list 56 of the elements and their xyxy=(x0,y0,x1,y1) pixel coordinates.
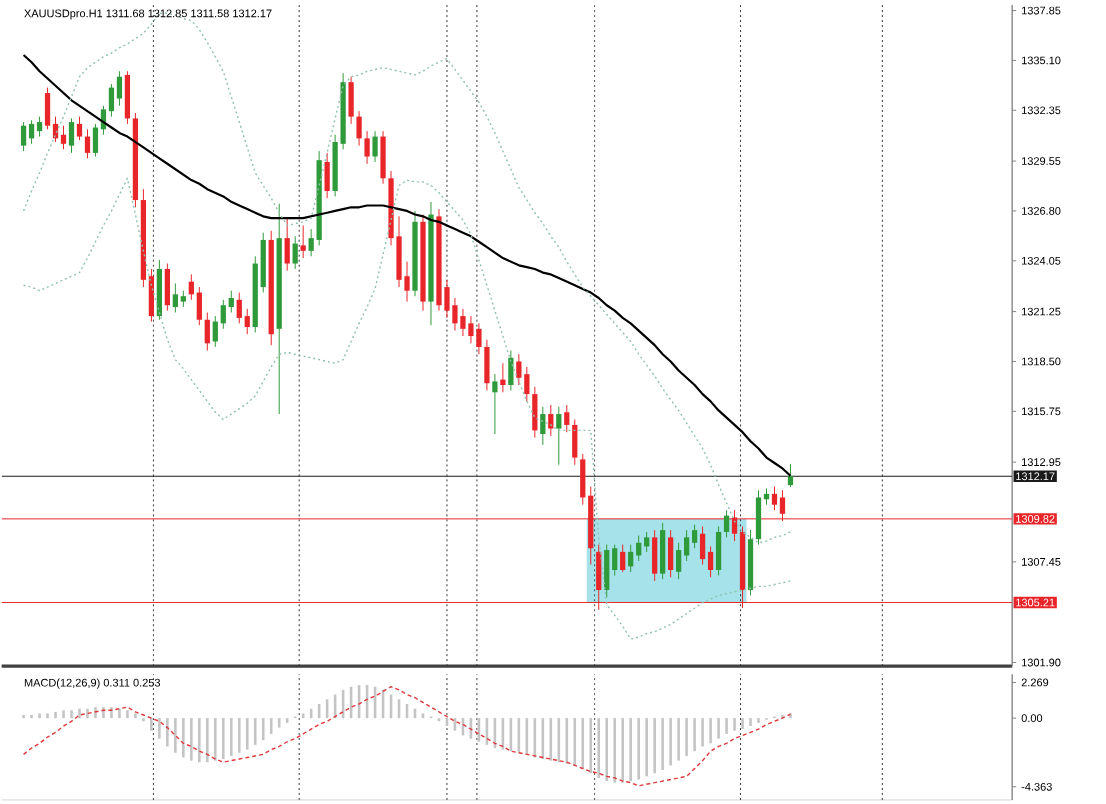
candlestick xyxy=(164,263,170,312)
candlestick xyxy=(356,110,362,147)
candlestick xyxy=(556,406,562,466)
candlestick xyxy=(380,130,386,185)
candlestick xyxy=(460,308,466,337)
candlestick xyxy=(20,121,27,152)
candlestick xyxy=(508,350,514,391)
candlestick xyxy=(500,362,506,393)
candlestick xyxy=(660,522,666,580)
candlestick xyxy=(668,529,674,578)
candlestick xyxy=(604,544,610,598)
candlestick xyxy=(364,130,370,165)
candlestick xyxy=(715,526,722,576)
candlestick xyxy=(675,542,682,580)
candlestick xyxy=(36,116,43,138)
candlestick xyxy=(771,486,778,511)
candlestick xyxy=(492,373,498,435)
candlestick xyxy=(324,152,330,199)
candlestick xyxy=(652,529,658,582)
candlestick xyxy=(172,283,178,314)
candlestick xyxy=(28,119,35,145)
candlestick xyxy=(292,235,298,270)
candlestick xyxy=(204,312,210,352)
candlestick xyxy=(244,308,250,335)
candlestick xyxy=(300,224,306,259)
candlestick xyxy=(564,404,570,433)
candlestick xyxy=(620,544,626,573)
candlestick xyxy=(644,531,650,553)
candlestick xyxy=(699,526,706,566)
candlestick xyxy=(348,76,354,125)
candlestick xyxy=(44,87,51,130)
candlestick xyxy=(516,353,522,386)
candlestick xyxy=(484,339,490,391)
candlestick xyxy=(548,404,554,437)
candlestick xyxy=(755,489,762,546)
candlestick xyxy=(540,406,546,446)
candlestick xyxy=(532,386,538,439)
candlestick xyxy=(116,70,123,107)
candlestick xyxy=(84,128,91,159)
candlestick xyxy=(372,130,378,163)
candlestick xyxy=(628,544,634,573)
candlestick xyxy=(156,259,163,321)
candlestick xyxy=(572,419,578,466)
candlestick xyxy=(723,509,730,538)
candlestick xyxy=(68,117,75,154)
candlestick xyxy=(76,116,83,141)
candlestick xyxy=(196,286,202,326)
candlestick xyxy=(468,315,474,344)
candlestick xyxy=(124,70,131,125)
candlestick xyxy=(60,125,67,150)
candlestick xyxy=(787,463,794,488)
candlestick xyxy=(236,292,242,324)
candlestick xyxy=(524,366,530,402)
candlestick xyxy=(691,524,698,549)
candlestick xyxy=(284,217,290,272)
candlestick xyxy=(636,535,642,562)
